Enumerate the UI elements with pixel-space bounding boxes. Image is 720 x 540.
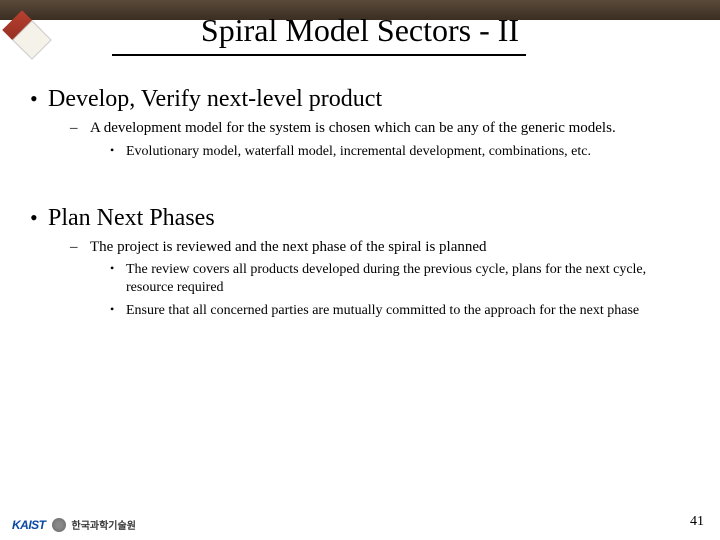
bullet-l3: Evolutionary model, waterfall model, inc… [30,143,690,161]
slide-header: Spiral Model Sectors - II [0,0,720,68]
kaist-emblem-icon [52,518,66,532]
slide-title: Spiral Model Sectors - II [0,12,720,49]
bullet-l2: A development model for the system is ch… [30,119,690,139]
kaist-logo-kr: 한국과학기술원 [72,517,136,532]
bullet-l1: Develop, Verify next-level product [30,86,690,113]
title-underline [112,54,526,56]
kaist-logo-text: KAIST [12,518,46,532]
slide-footer: KAIST 한국과학기술원 [12,517,136,532]
bullet-l1: Plan Next Phases [30,205,690,232]
slide-content: Develop, Verify next-level product A dev… [30,86,690,324]
bullet-l2: The project is reviewed and the next pha… [30,238,690,258]
bullet-l3: The review covers all products developed… [30,261,690,297]
bullet-l3: Ensure that all concerned parties are mu… [30,302,690,320]
page-number: 41 [690,514,704,530]
